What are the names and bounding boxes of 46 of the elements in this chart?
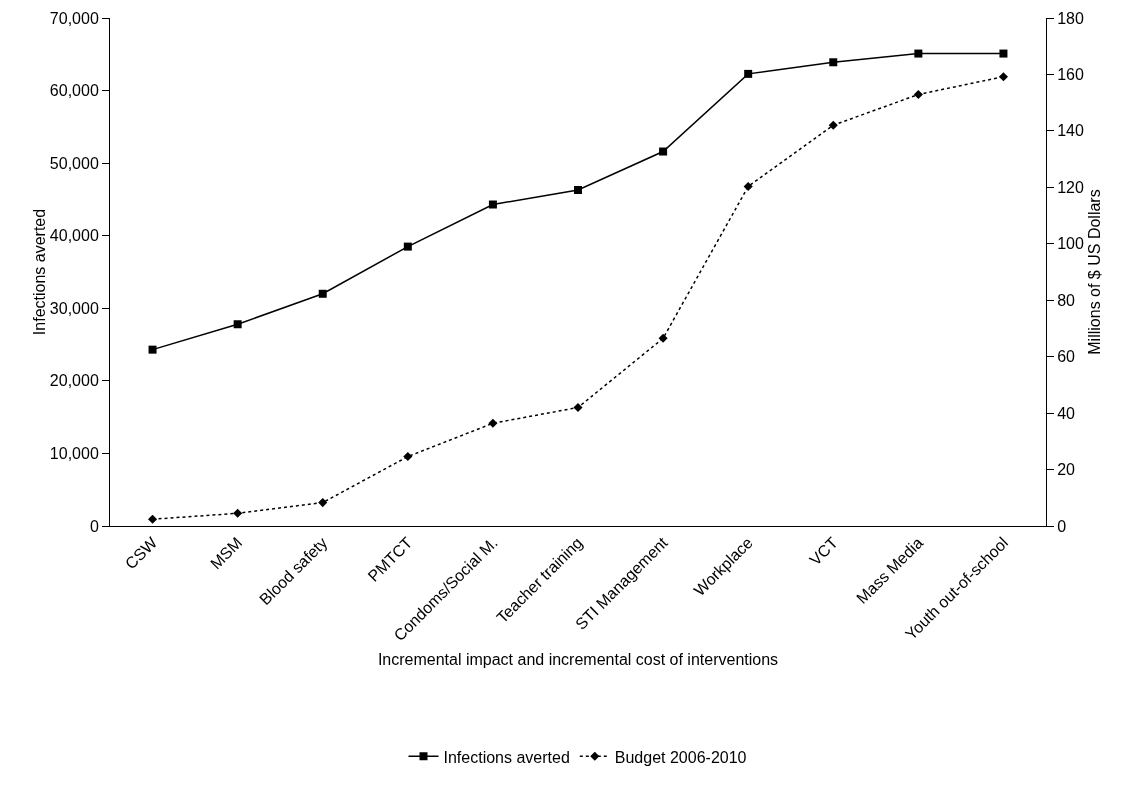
point	[659, 147, 668, 156]
point	[913, 89, 923, 100]
y2-tick-label: 60	[1057, 348, 1076, 366]
y-tick-label: 50,000	[49, 154, 99, 172]
y2-tick-label: 40	[1057, 404, 1076, 422]
point	[998, 72, 1008, 82]
point	[403, 242, 412, 251]
point	[744, 69, 753, 78]
point	[233, 320, 242, 329]
point	[658, 333, 668, 343]
y-axis-title: Infections averted	[30, 208, 48, 336]
y-tick-label: 20,000	[49, 372, 99, 390]
y-tick-label: 0	[89, 517, 99, 535]
x-tick-label: VCT	[806, 533, 842, 569]
y-tick-label: 30,000	[49, 299, 99, 317]
legend-label: Budget 2006-2010	[614, 748, 747, 766]
x-axis-title: Incremental impact and incremental cost of interventions	[377, 650, 779, 668]
point	[403, 452, 413, 462]
point	[999, 49, 1008, 58]
point	[233, 508, 243, 518]
y2-tick-label: 140	[1057, 122, 1084, 140]
point	[488, 418, 498, 428]
point	[743, 181, 753, 192]
point	[318, 498, 328, 508]
point	[573, 402, 583, 413]
y2-tick-label: 20	[1057, 461, 1076, 479]
point	[829, 58, 838, 67]
point	[574, 185, 582, 194]
y2-tick-label: 0	[1057, 517, 1067, 535]
legend-label: Infections averted	[443, 748, 570, 766]
point	[828, 120, 838, 130]
y2-tick-label: 80	[1057, 291, 1076, 309]
point	[914, 49, 923, 58]
y-tick-label: 70,000	[49, 9, 99, 27]
point	[148, 514, 158, 524]
y-tick-label: 60,000	[49, 82, 99, 100]
y2-tick-label: 160	[1057, 66, 1084, 84]
point	[488, 200, 497, 209]
y2-tick-label: 100	[1057, 235, 1084, 253]
y2-axis-title: Millions of $ US Dollars	[1086, 189, 1103, 355]
point	[318, 289, 327, 298]
y-tick-label: 40,000	[49, 227, 99, 245]
y2-tick-label: 120	[1057, 178, 1084, 196]
y-tick-label: 10,000	[49, 445, 99, 463]
point	[148, 345, 157, 354]
y2-tick-label: 180	[1057, 9, 1084, 27]
